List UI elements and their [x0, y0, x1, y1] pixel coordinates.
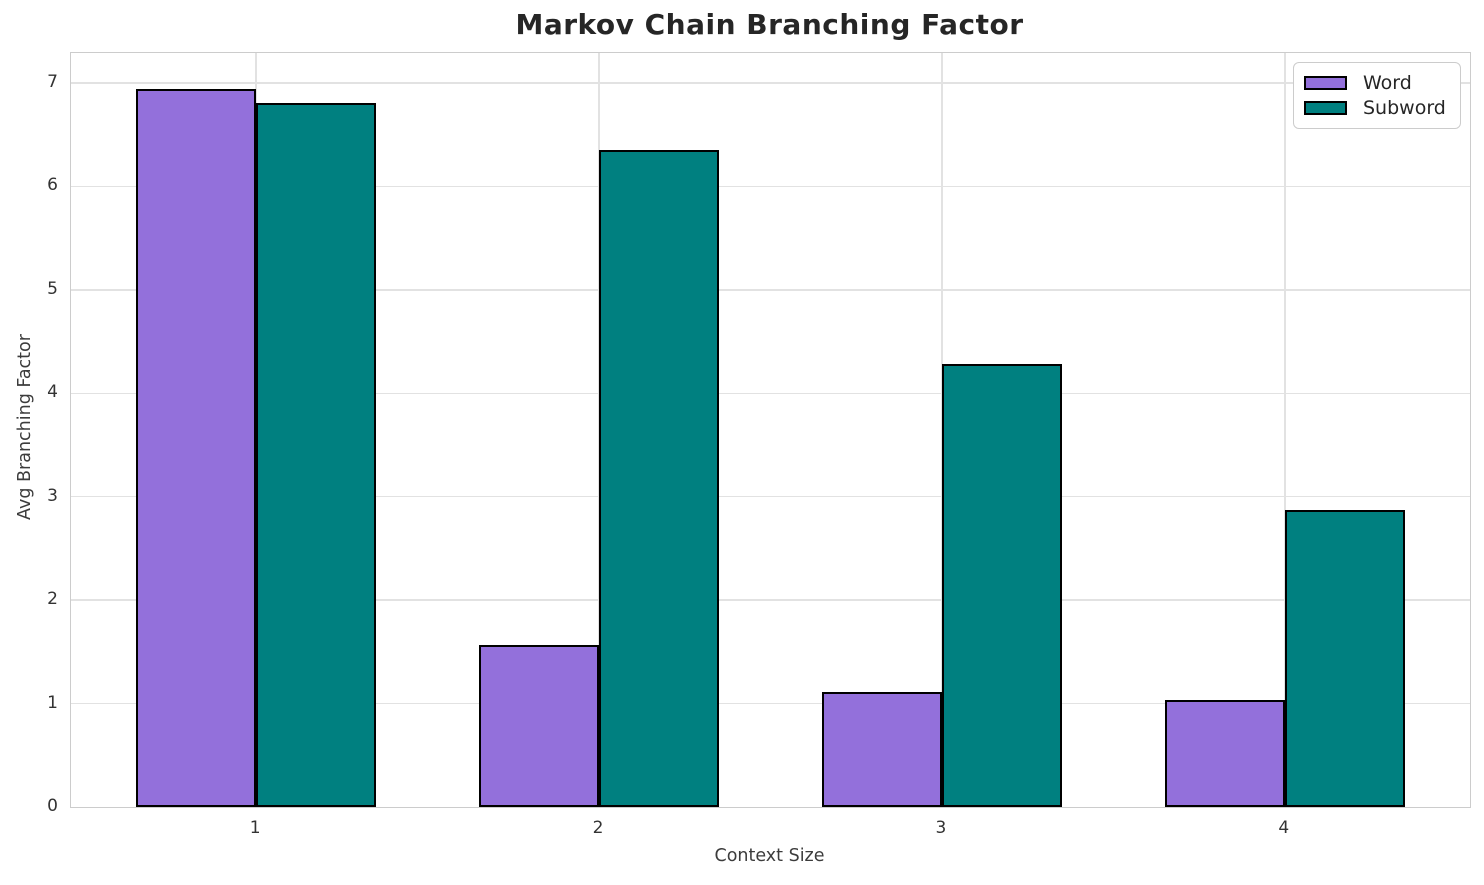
gridline-y-5 — [71, 289, 1470, 291]
chart-title: Markov Chain Branching Factor — [515, 8, 1024, 41]
bar-word-3 — [821, 692, 942, 807]
legend-label-word: Word — [1363, 72, 1412, 95]
ytick-label-6: 6 — [47, 175, 58, 196]
ytick-label-5: 5 — [47, 278, 58, 299]
gridline-y-4 — [71, 392, 1470, 395]
ytick-label-3: 3 — [47, 485, 58, 506]
legend-swatch-subword — [1304, 100, 1347, 115]
plot-area — [70, 52, 1471, 808]
legend-label-subword: Subword — [1363, 96, 1446, 119]
ytick-label-4: 4 — [47, 382, 58, 403]
bar-word-1 — [136, 89, 257, 807]
legend: Word Subword — [1293, 62, 1461, 129]
xtick-label-1: 1 — [249, 818, 261, 838]
bar-subword-1 — [256, 102, 377, 807]
bar-word-2 — [479, 644, 600, 807]
gridline-y-7 — [71, 82, 1470, 84]
xtick-label-2: 2 — [592, 818, 604, 838]
x-axis-label: Context Size — [714, 846, 825, 866]
xtick-label-4: 4 — [1278, 818, 1290, 838]
gridline-y-3 — [71, 495, 1470, 498]
legend-swatch-word — [1304, 76, 1347, 91]
bar-word-4 — [1164, 700, 1285, 807]
gridline-y-6 — [71, 185, 1470, 188]
ytick-label-7: 7 — [47, 71, 58, 92]
xtick-label-3: 3 — [935, 818, 947, 838]
ytick-label-0: 0 — [47, 796, 58, 816]
legend-item-subword: Subword — [1304, 96, 1450, 120]
bar-subword-3 — [941, 364, 1062, 807]
gridline-y-1 — [71, 702, 1470, 705]
ytick-label-1: 1 — [47, 692, 58, 713]
y-axis-label: Avg Branching Factor — [15, 334, 35, 520]
gridline-y-2 — [71, 599, 1470, 601]
bar-subword-2 — [599, 150, 720, 807]
legend-item-word: Word — [1304, 71, 1450, 95]
bar-subword-4 — [1284, 510, 1405, 807]
gridline-x-4 — [1284, 53, 1286, 807]
ytick-label-2: 2 — [47, 589, 58, 610]
